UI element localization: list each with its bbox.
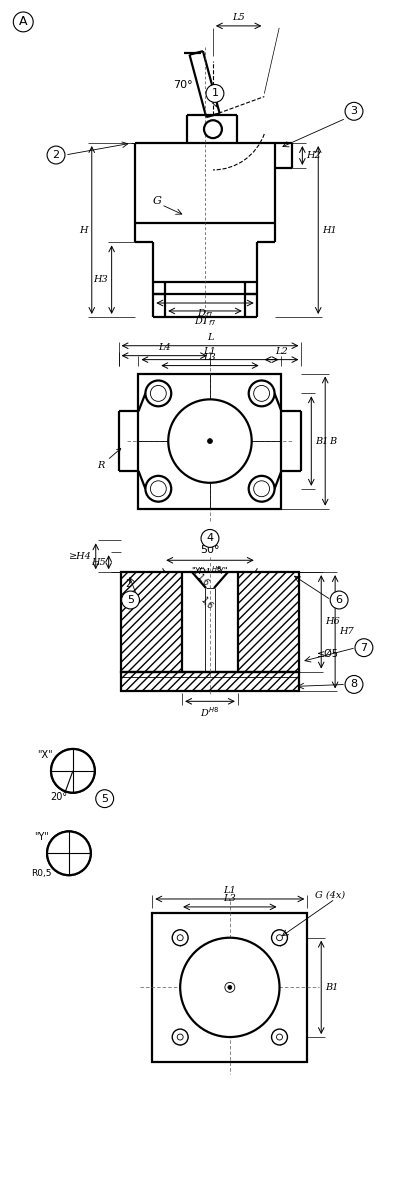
Text: 3: 3 <box>351 107 358 116</box>
Circle shape <box>277 935 282 941</box>
Circle shape <box>206 84 224 102</box>
Circle shape <box>172 930 188 946</box>
Text: 70°: 70° <box>173 80 193 90</box>
Text: L3: L3 <box>204 353 216 361</box>
Circle shape <box>228 985 232 989</box>
Text: "X": "X" <box>37 750 53 760</box>
Text: H7: H7 <box>339 628 354 636</box>
Polygon shape <box>51 749 73 770</box>
Text: 5: 5 <box>101 793 108 804</box>
Text: L1: L1 <box>223 886 236 895</box>
Text: R0,5: R0,5 <box>31 869 51 877</box>
Circle shape <box>330 592 348 608</box>
Text: 2: 2 <box>126 580 132 589</box>
Text: L5: L5 <box>232 13 245 22</box>
Circle shape <box>180 937 280 1037</box>
Bar <box>121 572 182 672</box>
Text: 2: 2 <box>52 150 59 160</box>
Circle shape <box>249 380 275 407</box>
Text: B1: B1 <box>325 983 339 992</box>
Circle shape <box>355 638 373 656</box>
Text: L1: L1 <box>204 347 216 355</box>
Circle shape <box>47 146 65 164</box>
Bar <box>238 572 299 672</box>
Text: 1,6: 1,6 <box>198 595 214 611</box>
Text: L2: L2 <box>275 347 288 355</box>
Text: B1: B1 <box>315 437 329 445</box>
Text: L4: L4 <box>158 343 171 352</box>
Circle shape <box>96 790 114 808</box>
Bar <box>138 373 282 509</box>
Text: G (4x): G (4x) <box>315 890 345 900</box>
Text: G: G <box>153 196 162 205</box>
Circle shape <box>150 481 166 497</box>
Circle shape <box>145 476 171 502</box>
Text: H2: H2 <box>306 151 321 160</box>
Circle shape <box>172 1030 188 1045</box>
Text: 8: 8 <box>351 679 358 690</box>
Bar <box>238 572 299 672</box>
Text: 6: 6 <box>336 595 343 605</box>
Circle shape <box>121 592 140 608</box>
Text: D1$_{f7}$: D1$_{f7}$ <box>194 314 216 328</box>
Circle shape <box>47 832 91 875</box>
Text: ≥H4: ≥H4 <box>69 552 92 560</box>
Polygon shape <box>47 853 69 875</box>
Circle shape <box>207 438 212 444</box>
Bar <box>121 572 299 672</box>
Text: D$_{f7}$: D$_{f7}$ <box>197 307 213 319</box>
Text: 20°: 20° <box>50 792 68 802</box>
Text: D$^{H8}$: D$^{H8}$ <box>200 706 220 719</box>
Circle shape <box>254 481 270 497</box>
Text: "Y": "Y" <box>216 568 228 576</box>
Bar <box>121 672 299 691</box>
Circle shape <box>272 1030 287 1045</box>
Text: H6: H6 <box>325 617 340 626</box>
Circle shape <box>204 120 222 138</box>
Circle shape <box>51 749 95 793</box>
Text: 50°: 50° <box>200 545 220 556</box>
Polygon shape <box>51 770 73 793</box>
Circle shape <box>47 832 91 875</box>
Text: L3: L3 <box>223 894 236 902</box>
Text: H5: H5 <box>91 558 106 566</box>
Polygon shape <box>69 832 91 853</box>
Text: ≤Ø5: ≤Ø5 <box>317 649 339 659</box>
Bar <box>152 913 307 1062</box>
Circle shape <box>272 930 287 946</box>
Text: A: A <box>19 16 28 29</box>
Bar <box>121 672 299 691</box>
Text: R: R <box>97 449 121 470</box>
Circle shape <box>177 935 183 941</box>
Text: D1$^{H8}$: D1$^{H8}$ <box>197 564 223 578</box>
Circle shape <box>277 1034 282 1040</box>
Circle shape <box>201 529 219 547</box>
Circle shape <box>345 676 363 694</box>
Circle shape <box>254 385 270 401</box>
Bar <box>182 572 238 672</box>
Text: B: B <box>329 437 336 445</box>
Text: "X": "X" <box>192 568 205 576</box>
Circle shape <box>145 380 171 407</box>
Text: 1,6: 1,6 <box>194 572 210 588</box>
Circle shape <box>177 1034 183 1040</box>
Circle shape <box>51 749 95 793</box>
Text: H1: H1 <box>322 226 337 234</box>
Circle shape <box>168 400 252 482</box>
Circle shape <box>345 102 363 120</box>
Text: H3: H3 <box>93 275 108 284</box>
Text: 7: 7 <box>361 643 368 653</box>
Text: 1: 1 <box>211 89 218 98</box>
Circle shape <box>249 476 275 502</box>
Circle shape <box>225 983 235 992</box>
Text: 5: 5 <box>127 595 134 605</box>
Text: H: H <box>79 226 88 234</box>
Circle shape <box>150 385 166 401</box>
Text: 4: 4 <box>206 534 214 544</box>
Text: L: L <box>207 332 213 342</box>
Circle shape <box>13 12 33 32</box>
Text: "Y": "Y" <box>34 833 49 842</box>
Polygon shape <box>69 853 91 875</box>
Bar <box>121 572 182 672</box>
